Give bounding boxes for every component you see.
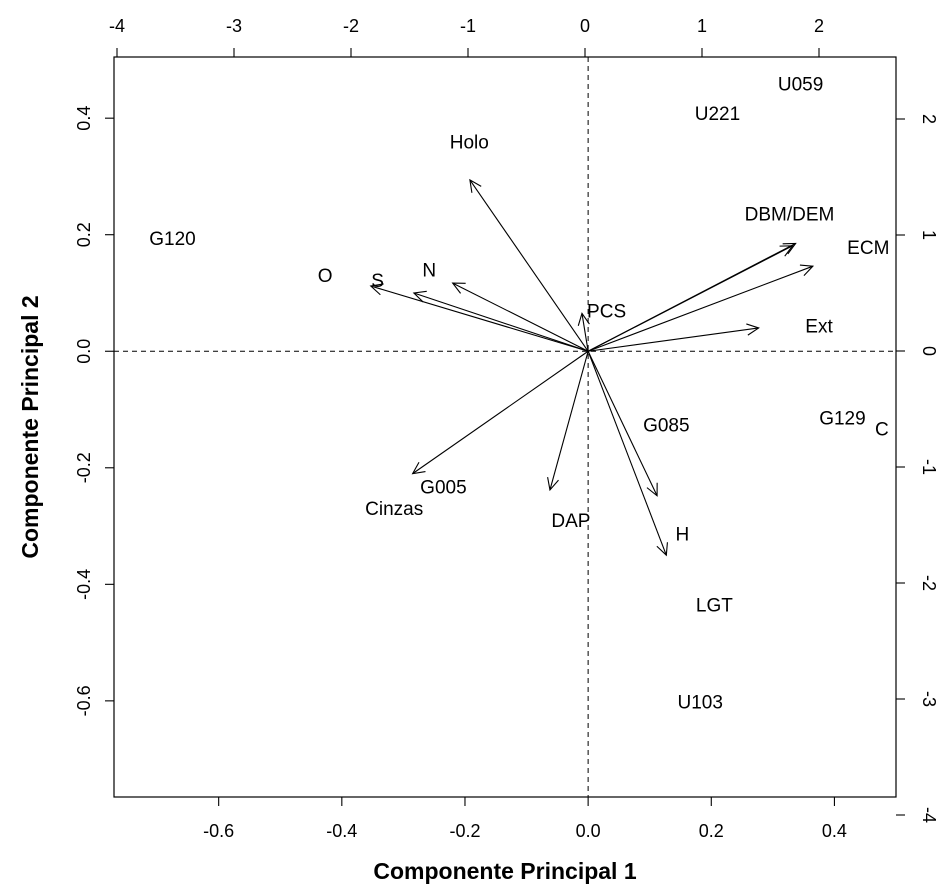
right-axis: -4 -3 -2 -1 0 1 2 xyxy=(896,114,939,823)
right-tick-label: -4 xyxy=(919,807,939,823)
loading-label: Ext xyxy=(805,316,833,337)
loading-arrow-head xyxy=(782,242,797,255)
top-axis: -4 -3 -2 -1 0 1 2 xyxy=(109,16,824,57)
loading-arrow xyxy=(588,327,759,352)
loading-arrow xyxy=(452,282,589,352)
right-tick-label: 0 xyxy=(919,346,939,356)
right-tick-label: 1 xyxy=(919,230,939,240)
loading-label: Cinzas xyxy=(365,499,423,520)
loading-arrow xyxy=(412,350,589,475)
loading-arrow xyxy=(370,285,589,352)
x-axis: -0.6 -0.4 -0.2 0.0 0.2 0.4 xyxy=(203,797,847,841)
loading-labels: Holo DBM/DEM ECM Ext PCS S N Cinzas H xyxy=(365,133,889,546)
loading-arrow-head xyxy=(656,542,668,557)
x-tick-label: -0.6 xyxy=(203,821,234,841)
observation-label: C xyxy=(875,419,889,440)
top-tick-label: -3 xyxy=(226,16,242,36)
loading-arrow-head xyxy=(451,282,466,294)
loading-arrow xyxy=(549,351,589,491)
x-axis-title: Componente Principal 1 xyxy=(373,858,636,884)
loading-label: DBM/DEM xyxy=(745,204,835,225)
loading-label: ECM xyxy=(847,238,889,259)
observation-label: U059 xyxy=(778,74,823,95)
top-tick-label: -2 xyxy=(343,16,359,36)
observation-label: O xyxy=(318,266,333,287)
loading-arrow-head xyxy=(412,290,427,303)
right-tick-label: -1 xyxy=(919,459,939,475)
top-tick-label: 1 xyxy=(697,16,707,36)
observation-label: G085 xyxy=(643,415,689,436)
x-tick-label: 0.0 xyxy=(576,821,601,841)
top-tick-label: -4 xyxy=(109,16,125,36)
loading-arrow xyxy=(587,245,793,352)
y-tick-label: -0.2 xyxy=(74,452,94,483)
top-tick-label: 0 xyxy=(580,16,590,36)
y-tick-label: 0.2 xyxy=(74,222,94,247)
reference-lines xyxy=(114,57,896,797)
observation-label: G129 xyxy=(819,408,865,429)
x-tick-label: -0.4 xyxy=(326,821,357,841)
observation-label: U103 xyxy=(677,693,722,714)
loading-arrow xyxy=(587,351,667,556)
observation-label: G005 xyxy=(420,478,466,499)
observation-label: DAP xyxy=(551,511,590,532)
loading-arrow xyxy=(413,292,589,352)
observation-label: LGT xyxy=(696,595,733,616)
observation-label: U221 xyxy=(695,104,740,125)
loading-arrow xyxy=(469,179,589,352)
top-tick-label: -1 xyxy=(460,16,476,36)
loading-arrow-head xyxy=(369,283,384,296)
right-tick-label: -3 xyxy=(919,691,939,707)
loading-label: Holo xyxy=(450,133,489,154)
top-tick-label: 2 xyxy=(814,16,824,36)
y-tick-label: -0.6 xyxy=(74,685,94,716)
observation-labels: U059 U221 G120 O G129 C G085 G005 DAP LGT U103 xyxy=(149,74,888,713)
loading-arrows xyxy=(369,178,815,557)
y-axis: -0.6 -0.4 -0.2 0.0 0.2 0.4 xyxy=(74,106,114,716)
loading-label: PCS xyxy=(587,302,626,323)
y-tick-label: 0.4 xyxy=(74,106,94,131)
y-axis-title: Componente Principal 2 xyxy=(17,295,43,558)
loading-arrow-head xyxy=(799,264,815,276)
x-tick-label: -0.2 xyxy=(449,821,480,841)
loading-arrow-head xyxy=(547,477,559,492)
loading-arrow xyxy=(587,265,814,352)
x-tick-label: 0.2 xyxy=(699,821,724,841)
loading-arrow-head xyxy=(646,482,658,497)
plot-frame xyxy=(113,56,897,798)
loading-arrow-head xyxy=(746,323,760,336)
loading-arrow-head xyxy=(411,462,426,475)
y-tick-label: -0.4 xyxy=(74,569,94,600)
right-tick-label: 2 xyxy=(919,114,939,124)
loading-arrow xyxy=(581,313,589,352)
right-tick-label: -2 xyxy=(919,575,939,591)
loading-arrow xyxy=(587,351,658,496)
observation-label: G120 xyxy=(149,229,195,250)
y-tick-label: 0.0 xyxy=(74,339,94,364)
loading-arrow-head xyxy=(779,245,794,257)
loading-label: N xyxy=(422,260,436,281)
loading-label: H xyxy=(675,524,689,545)
loading-label: S xyxy=(371,271,384,292)
x-tick-label: 0.4 xyxy=(822,821,847,841)
loading-arrow-head xyxy=(577,312,590,326)
loading-arrow-head xyxy=(469,178,482,193)
